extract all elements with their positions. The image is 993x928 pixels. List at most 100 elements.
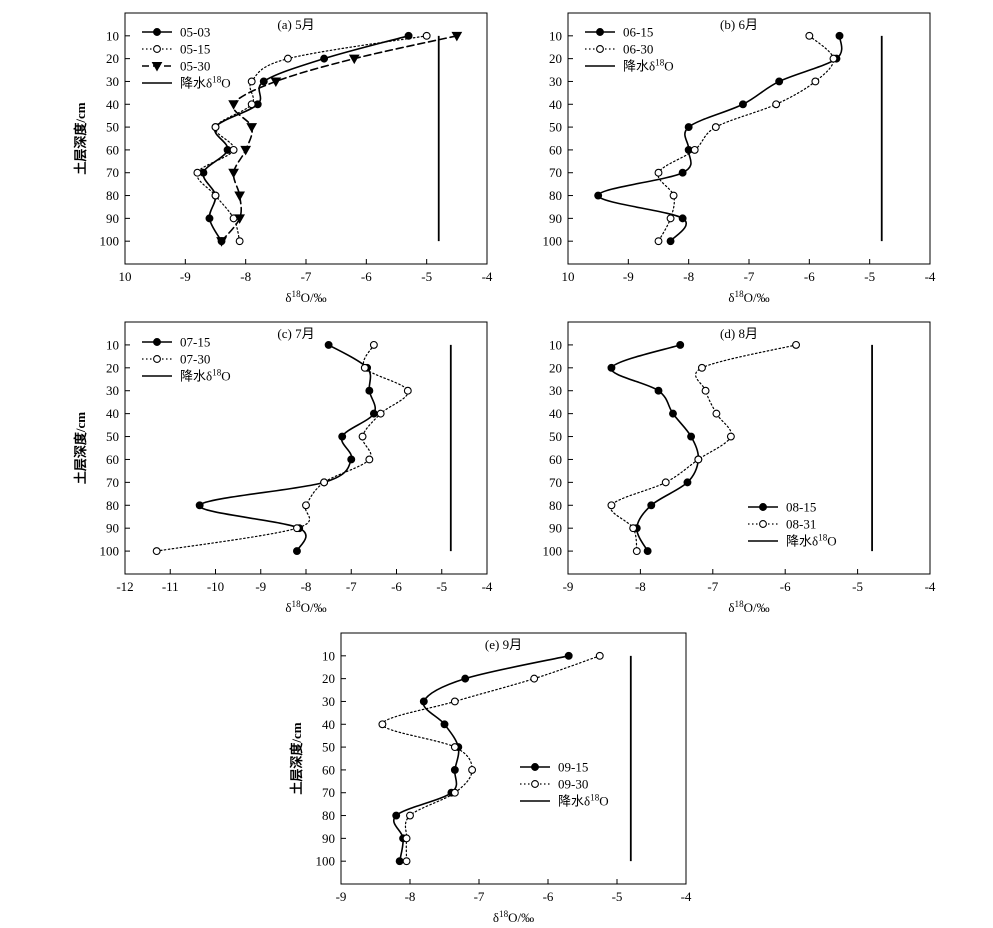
panel-b-legend-label-precip-sup: 18 [655, 58, 665, 68]
panel-e-point-09-15-40 [440, 720, 449, 729]
panel-d-xlabel-sup: 18 [735, 599, 745, 609]
panel-a-legend-label-precip-sup: 18 [212, 75, 222, 85]
panel-c-xlabel-tail: O/‰ [301, 600, 327, 615]
panel-b-ytick-label: 50 [549, 120, 562, 135]
panel-c-ytick-label: 90 [106, 521, 119, 536]
panel-d-ytick-label: 30 [549, 383, 562, 398]
panel-b-series-06-15 [594, 31, 844, 246]
panel-e-series-line-09-30 [381, 655, 601, 862]
panel-a-point-05-03-90 [205, 214, 214, 223]
panel-a-point-05-30-40 [228, 100, 239, 110]
panel-d-point-08-31-50 [726, 432, 735, 441]
panel-a-point-05-03-10 [404, 31, 413, 40]
panel-c-point-07-15-100 [293, 547, 301, 556]
panel-d-xlabel-main: δ [728, 600, 734, 615]
panel-e-point-09-30-100 [402, 857, 411, 866]
panel-c: 10 20 30 40 50 60 70 80 90 100 -12 -11 -10 -9 -8 -7 -6 -5… [73, 321, 493, 615]
panel-d-legend-label-precip-tail: O [827, 534, 836, 549]
panel-e-legend-label-precip-main: 降水δ [558, 794, 590, 809]
panel-d-point-08-15-30 [654, 386, 663, 395]
panel-a-point-05-15-10 [422, 31, 431, 40]
panel-d-xtick-label: -4 [925, 579, 936, 594]
panel-d-series-08-31 [607, 340, 801, 556]
panel-d-point-08-31-40 [712, 409, 721, 418]
panel-c-point-07-15-60 [347, 455, 356, 464]
panel-d-ytick-label: 20 [549, 360, 562, 375]
panel-a-series-05-30 [216, 31, 463, 247]
panel-b-point-06-15-30 [775, 77, 784, 86]
panel-e-xtick-label: -8 [405, 889, 416, 904]
panel-d-xtick-label: -5 [852, 579, 863, 594]
panel-b-ytick-label: 10 [549, 28, 562, 43]
panel-c-point-07-30-50 [358, 432, 367, 441]
panel-c-ytick-label: 80 [106, 498, 119, 513]
panel-a-series-05-03 [199, 31, 413, 246]
panel-b-legend-marker-06-30 [596, 45, 604, 53]
panel-c-legend-marker-07-30 [153, 355, 161, 363]
panel-c-legend-label-07-30: 07-30 [180, 352, 210, 367]
panel-e-xlabel-main: δ [493, 910, 499, 925]
panel-e-legend-marker-09-15 [531, 763, 539, 771]
panel-e-legend-label-precip-sup: 18 [590, 793, 600, 803]
panel-d-point-08-15-50 [687, 432, 696, 441]
panel-a-point-05-30-50 [246, 123, 258, 133]
panel-e-point-09-15-20 [461, 674, 470, 683]
panel-c-xlabel: δ18O/‰ [285, 599, 326, 615]
panel-a-ytick-label: 70 [106, 165, 119, 180]
panel-c-xlabel-sup: 18 [292, 599, 302, 609]
panel-a-title: (a) 5月 [277, 17, 314, 32]
panel-b-ytick-label: 20 [549, 51, 562, 66]
panel-d-xtick-label: -8 [635, 579, 646, 594]
panel-c-ytick-label: 30 [106, 383, 119, 398]
panel-a-ytick-label: 60 [106, 142, 119, 157]
panel-c-point-07-30-100 [152, 547, 161, 556]
panel-d-xtick-label: -6 [780, 579, 791, 594]
panel-c-xtick-label: -6 [391, 579, 402, 594]
panel-a-legend-label-05-03: 05-03 [180, 25, 210, 40]
panel-a-point-05-30-100 [216, 237, 227, 247]
panel-c-legend-label-precip-main: 降水δ [180, 369, 212, 384]
panel-a-point-05-30-60 [240, 145, 252, 156]
panel-d-legend-marker-08-31 [759, 520, 767, 528]
panel-a-point-05-15-60 [229, 145, 238, 154]
panel-b-legend-marker-06-15 [596, 28, 604, 36]
panel-b-legend-label-06-15: 06-15 [623, 25, 653, 40]
panel-b-legend-label-06-30: 06-30 [623, 42, 653, 57]
panel-a-point-05-30-10 [451, 31, 463, 42]
panel-b-ytick-label: 40 [549, 97, 562, 112]
panel-a-point-05-30-80 [234, 191, 245, 202]
panel-c-xtick-label: -11 [162, 579, 179, 594]
panel-b-xtick-label: -5 [864, 269, 875, 284]
panel-a-point-05-15-50 [211, 123, 220, 132]
panel-e-ytick-label: 90 [322, 831, 335, 846]
panel-e-legend-marker-09-30 [531, 780, 539, 788]
panel-e-xlabel: δ18O/‰ [493, 909, 534, 925]
panel-b-point-06-30-30 [811, 77, 820, 86]
panel-c-series-07-30 [152, 340, 412, 556]
panel-e-title: (e) 9月 [485, 637, 522, 652]
panel-c-legend-marker-07-15 [153, 338, 161, 346]
panel-c-legend-label-07-15: 07-15 [180, 335, 210, 350]
panel-d-point-08-31-10 [792, 340, 801, 349]
panel-e-legend-label-09-30: 09-30 [558, 777, 588, 792]
panel-e-xtick-label: -5 [612, 889, 623, 904]
panel-a-legend-marker-05-15 [153, 45, 161, 53]
panel-e-xtick-label: -4 [681, 889, 692, 904]
panel-c-xtick-label: -12 [116, 579, 133, 594]
panel-d-ytick-label: 90 [549, 521, 562, 536]
panel-b-series-line-06-15 [597, 35, 843, 242]
panel-c-ytick-label: 60 [106, 452, 119, 467]
panel-d-ytick-label: 100 [543, 544, 563, 559]
panel-d-ytick-label: 40 [549, 406, 562, 421]
panel-e-series-09-15 [392, 651, 573, 866]
panel-b-point-06-30-40 [772, 100, 781, 109]
panel-a-point-05-15-30 [247, 77, 256, 86]
panel-d-series-line-08-31 [610, 344, 797, 552]
panel-b-legend-label-precip-tail: O [664, 59, 673, 74]
panel-c-legend-label-precip: 降水δ18O [180, 368, 231, 384]
panel-d-point-08-31-80 [607, 501, 616, 510]
